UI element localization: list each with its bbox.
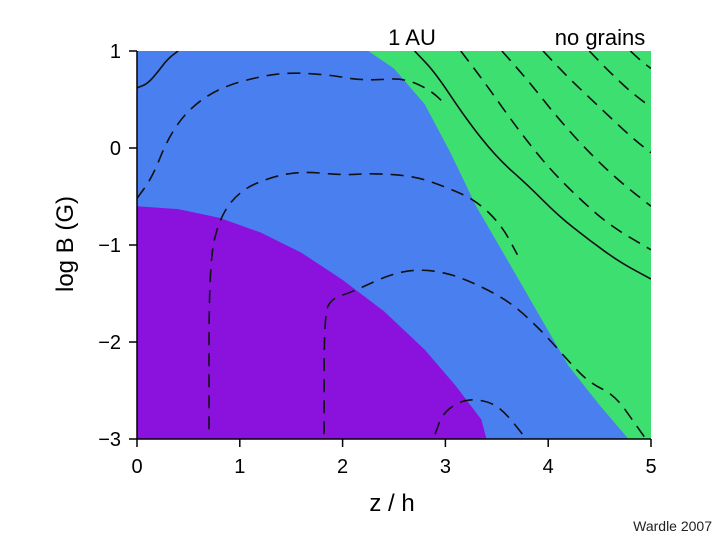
x-axis-title: z / h: [369, 490, 414, 517]
contour-line-1: [137, 51, 179, 89]
labels-layer: 0 1 2 3 4 5 1 0 −1 −2 −3 z / h log B (G) 1 AU no grain…: [52, 25, 657, 517]
contour-line-7: [460, 51, 651, 251]
y-tick-label-4: −3: [98, 429, 121, 451]
y-tick-label-1: 0: [110, 138, 121, 160]
x-tick-label-5: 5: [645, 456, 656, 478]
axes-layer: [129, 50, 652, 447]
x-tick-label-2: 2: [337, 456, 348, 478]
y-tick-label-3: −2: [98, 332, 121, 354]
contours-layer: [137, 51, 651, 439]
regions-layer: [137, 51, 651, 439]
y-tick-label-2: −1: [98, 235, 121, 257]
y-axis-title: log B (G): [52, 196, 79, 292]
x-tick-label-3: 3: [440, 456, 451, 478]
purple-region: [137, 206, 487, 439]
contour-line-11: [629, 51, 651, 70]
contour-line-4: [323, 269, 647, 439]
title-left: 1 AU: [388, 25, 436, 50]
credit-text: Wardle 2007: [633, 518, 712, 534]
contour-line-2: [137, 72, 446, 199]
contour-line-6: [414, 51, 651, 280]
contour-line-8: [501, 51, 651, 207]
x-tick-label-0: 0: [131, 456, 142, 478]
x-tick-label-1: 1: [234, 456, 245, 478]
x-tick-label-4: 4: [543, 456, 554, 478]
y-tick-label-0: 1: [110, 41, 121, 63]
green-region: [368, 51, 651, 439]
contour-line-3: [208, 171, 519, 430]
contour-line-10: [588, 51, 651, 108]
title-right: no grains: [555, 25, 646, 50]
contour-line-5: [434, 398, 524, 435]
